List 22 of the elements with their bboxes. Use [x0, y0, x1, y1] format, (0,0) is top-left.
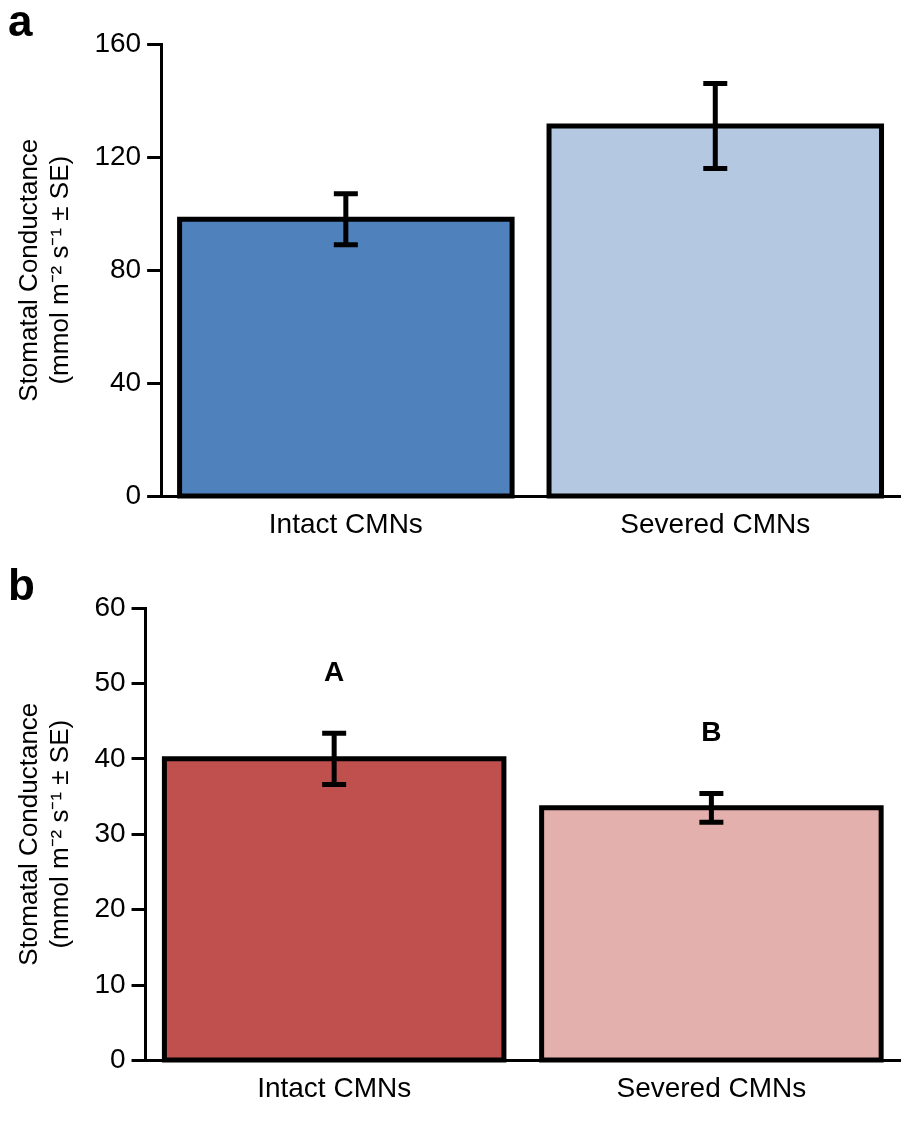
- y-tick-label: 40: [109, 366, 142, 398]
- x-tick-label: Severed CMNs: [620, 507, 811, 539]
- y-tick-label: 0: [109, 1043, 126, 1075]
- y-tick-label: 10: [94, 967, 126, 999]
- annotation: A: [324, 655, 345, 687]
- y-tick-label: 0: [125, 479, 142, 511]
- y-tick-label: 60: [94, 590, 126, 622]
- y-tick-label: 120: [94, 139, 142, 171]
- x-tick-label: Intact CMNs: [257, 1071, 412, 1103]
- annotation: B: [701, 716, 722, 748]
- x-tick-label: Severed CMNs: [616, 1071, 807, 1103]
- chart-title: b: [8, 560, 35, 610]
- y-tick-label: 50: [94, 666, 126, 698]
- y-tick-label: 160: [94, 26, 142, 58]
- y-tick-label: 40: [94, 741, 126, 773]
- y-tick-label: 30: [94, 816, 126, 848]
- y-axis-title: Stomatal Conductance (mmol m⁻² s⁻¹ ± SE): [12, 138, 74, 402]
- y-tick-label: 20: [94, 892, 126, 924]
- y-tick-label: 80: [109, 252, 142, 284]
- chart-title: a: [8, 0, 33, 46]
- y-axis-title: Stomatal Conductance (mmol m⁻² s⁻¹ ± SE): [12, 702, 74, 966]
- x-tick-label: Intact CMNs: [268, 507, 423, 539]
